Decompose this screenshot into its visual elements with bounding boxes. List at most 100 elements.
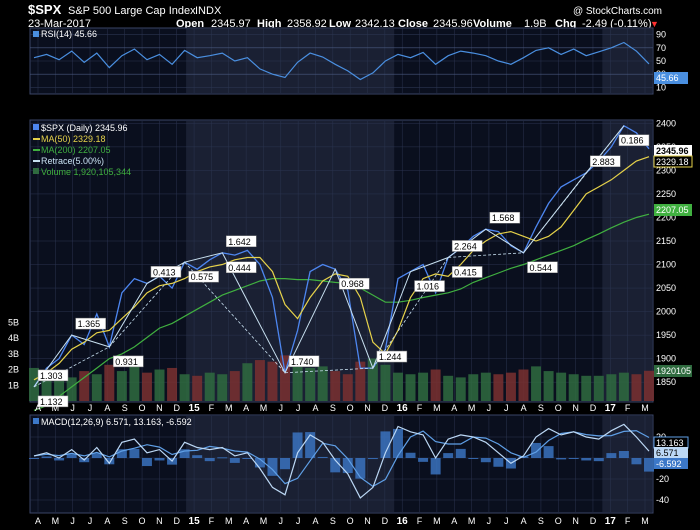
retrace-label-text: 0.413 <box>153 267 176 277</box>
price-tick-label: 1950 <box>656 330 676 340</box>
macd-hist-bar <box>41 456 52 458</box>
x-tick-label: D <box>173 403 180 413</box>
volume-bar <box>29 367 39 401</box>
retrace-label: 1.132 <box>37 395 69 408</box>
macd-hist-bar <box>631 458 642 465</box>
exchange: INDX <box>195 5 222 17</box>
quote-date: 23-Mar-2017 <box>28 18 91 30</box>
x-tick-label: S <box>330 516 336 526</box>
macd-hist-bar <box>217 457 228 459</box>
macd-hist-bar <box>280 458 291 470</box>
volume-bar <box>367 358 378 401</box>
retrace-label: 0.444 <box>226 261 257 274</box>
price-panel: 1.303 1.132 1.365 0.931 0.413 0.575 1.642 0.444… <box>8 118 693 411</box>
volume-bar <box>405 374 416 401</box>
macd-hist-bar <box>531 442 542 458</box>
volume-bar <box>581 375 592 401</box>
macd-hist-bar <box>644 458 654 472</box>
x-tick-label: N <box>156 516 163 526</box>
x-tick-label: N <box>364 403 371 413</box>
retrace-label-box <box>376 350 408 363</box>
x-tick-label: M <box>52 516 60 526</box>
legend-ma50: MA(50) 2329.18 <box>41 134 106 144</box>
low-label: Low <box>329 18 351 30</box>
macd-hist-box <box>654 458 688 469</box>
volume-tick-label: 5B <box>8 317 19 327</box>
retrace-label-text: 1.740 <box>291 357 314 367</box>
x-tick-label: S <box>538 516 544 526</box>
macd-histogram <box>29 428 654 479</box>
retrace-label-box <box>188 270 219 283</box>
volume-bar <box>493 374 504 401</box>
rsi-legend-icon <box>33 31 39 37</box>
price-tick-label: 1850 <box>656 377 676 387</box>
volume-bar <box>355 361 366 401</box>
price-tick-label: 2150 <box>656 236 676 246</box>
x-tick-label: F <box>417 403 423 413</box>
x-tick-label: J <box>487 403 492 413</box>
close-value: 2345.96 <box>433 18 473 30</box>
volume-bar <box>217 374 228 401</box>
high-label: High <box>257 18 282 30</box>
retrace-label-text: 1.568 <box>492 213 515 223</box>
x-tick-label: M <box>641 516 649 526</box>
retrace-label: 2.264 <box>451 240 483 252</box>
legend-volume: Volume 1,920,105,344 <box>41 167 131 177</box>
x-tick-label: J <box>279 516 284 526</box>
x-tick-label: F <box>209 516 215 526</box>
x-tick-label: D <box>382 403 389 413</box>
retrace-label-text: 0.415 <box>454 267 477 277</box>
macd-signal-line <box>33 430 650 488</box>
retrace-label: 1.244 <box>376 350 408 363</box>
x-tick-label: J <box>88 516 93 526</box>
price-tick-label: 2400 <box>656 118 676 128</box>
volume-bar <box>480 372 491 401</box>
retrace-label-box <box>288 355 320 368</box>
volume-bar <box>104 364 115 401</box>
volume-bar <box>505 372 516 401</box>
retrace-label: 1.568 <box>489 211 521 224</box>
x-tick-label: A <box>35 403 41 413</box>
retrace-label-box <box>451 240 483 252</box>
macd-hist-bar <box>556 458 567 460</box>
x-tick-label: A <box>243 516 249 526</box>
volume-bar <box>606 374 617 401</box>
retrace-label: 1.740 <box>288 355 320 368</box>
macd-hist-bar <box>267 458 278 476</box>
volume-bar <box>229 371 240 401</box>
x-tick-label: N <box>364 516 371 526</box>
volume-y-axis: 5B 4B 3B 2B 1B <box>8 317 19 390</box>
retrace-label: 1.016 <box>414 280 445 292</box>
volume-tick-label: 3B <box>8 349 19 359</box>
macd-hist-bar <box>380 431 391 458</box>
macd-hist-bar <box>480 458 491 463</box>
x-axis-middle: A M J J A S O N D 15 F M A M J J A S O N D 16 F M A M J J A S O N D 17 F M <box>35 403 649 414</box>
macd-hist-bar <box>455 448 466 458</box>
retrace-dashed-link <box>33 346 110 388</box>
retrace-label-box <box>451 266 483 278</box>
x-tick-label: M <box>260 516 268 526</box>
x-tick-label: O <box>139 403 146 413</box>
retrace-label: 1.303 <box>37 369 69 382</box>
volume-bar <box>66 377 77 401</box>
macd-panel: MACD(12,26,9) 6.571, 13.163, -6.592 200-… <box>29 414 689 514</box>
volume-bar <box>280 355 291 401</box>
open-value: 2345.97 <box>211 18 251 30</box>
retrace-label-box <box>226 261 257 274</box>
x-tick-label: F <box>625 403 631 413</box>
x-tick-label: M <box>641 403 649 413</box>
retrace-label: 0.931 <box>113 355 144 368</box>
retrace-label-box <box>150 266 182 278</box>
volume-bar <box>568 374 579 401</box>
x-tick-label: M <box>468 516 476 526</box>
x-tick-label: M <box>260 403 268 413</box>
x-tick-label: A <box>521 516 527 526</box>
high-value: 2358.92 <box>287 18 327 30</box>
price-current-value: 2345.96 <box>656 146 689 156</box>
price-legend-icon <box>33 124 39 130</box>
volume-bar <box>631 374 642 401</box>
rsi-current-box <box>654 72 688 84</box>
macd-hist-bar <box>116 449 127 458</box>
volume-bar <box>618 372 629 401</box>
symbol: $SPX <box>28 2 62 17</box>
